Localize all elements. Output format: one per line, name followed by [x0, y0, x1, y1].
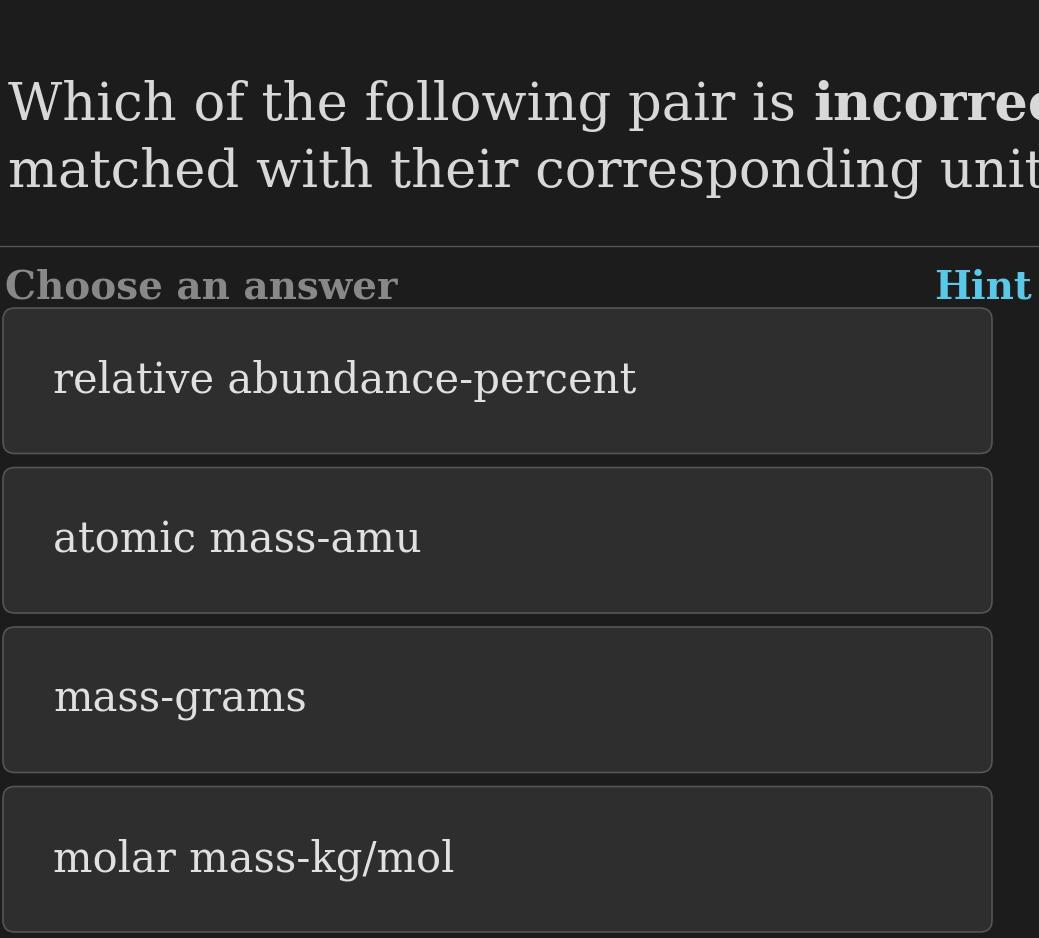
FancyBboxPatch shape — [3, 627, 992, 773]
Text: molar mass-kg/mol: molar mass-kg/mol — [53, 838, 454, 881]
FancyBboxPatch shape — [3, 308, 992, 453]
Text: Hint: Hint — [934, 268, 1032, 306]
Text: incorrectly: incorrectly — [814, 80, 1039, 131]
Text: relative abundance-percent: relative abundance-percent — [53, 360, 636, 401]
FancyBboxPatch shape — [3, 786, 992, 932]
Text: atomic mass-amu: atomic mass-amu — [53, 520, 422, 561]
Text: Choose an answer: Choose an answer — [5, 268, 398, 306]
FancyBboxPatch shape — [3, 467, 992, 613]
Text: Which of the following pair is: Which of the following pair is — [8, 80, 814, 131]
Text: matched with their corresponding unit?: matched with their corresponding unit? — [8, 147, 1039, 199]
Text: mass-grams: mass-grams — [53, 679, 307, 720]
